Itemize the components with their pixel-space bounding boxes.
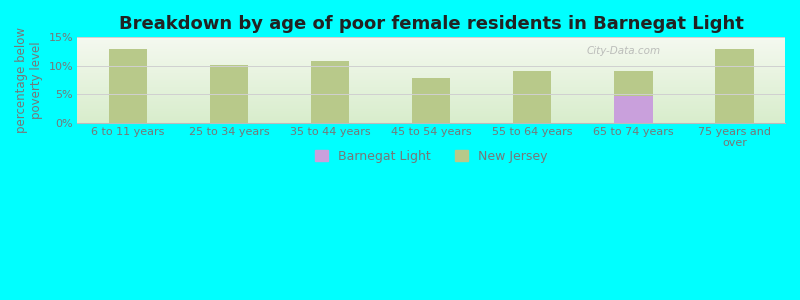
Bar [614,71,653,123]
Bar [311,61,350,123]
Title: Breakdown by age of poor female residents in Barnegat Light: Breakdown by age of poor female resident… [118,15,744,33]
Bar [412,78,450,123]
Legend: Barnegat Light, New Jersey: Barnegat Light, New Jersey [310,145,552,168]
Bar [614,96,653,123]
Bar [715,49,754,123]
Bar [210,65,248,123]
Y-axis label: percentage below
poverty level: percentage below poverty level [15,27,43,133]
Bar [513,71,551,123]
Text: City-Data.com: City-Data.com [587,46,661,56]
Bar [109,49,147,123]
